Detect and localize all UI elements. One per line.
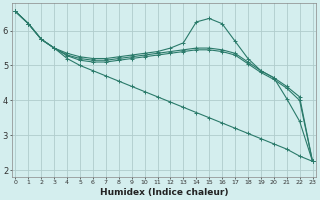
X-axis label: Humidex (Indice chaleur): Humidex (Indice chaleur) [100, 188, 228, 197]
